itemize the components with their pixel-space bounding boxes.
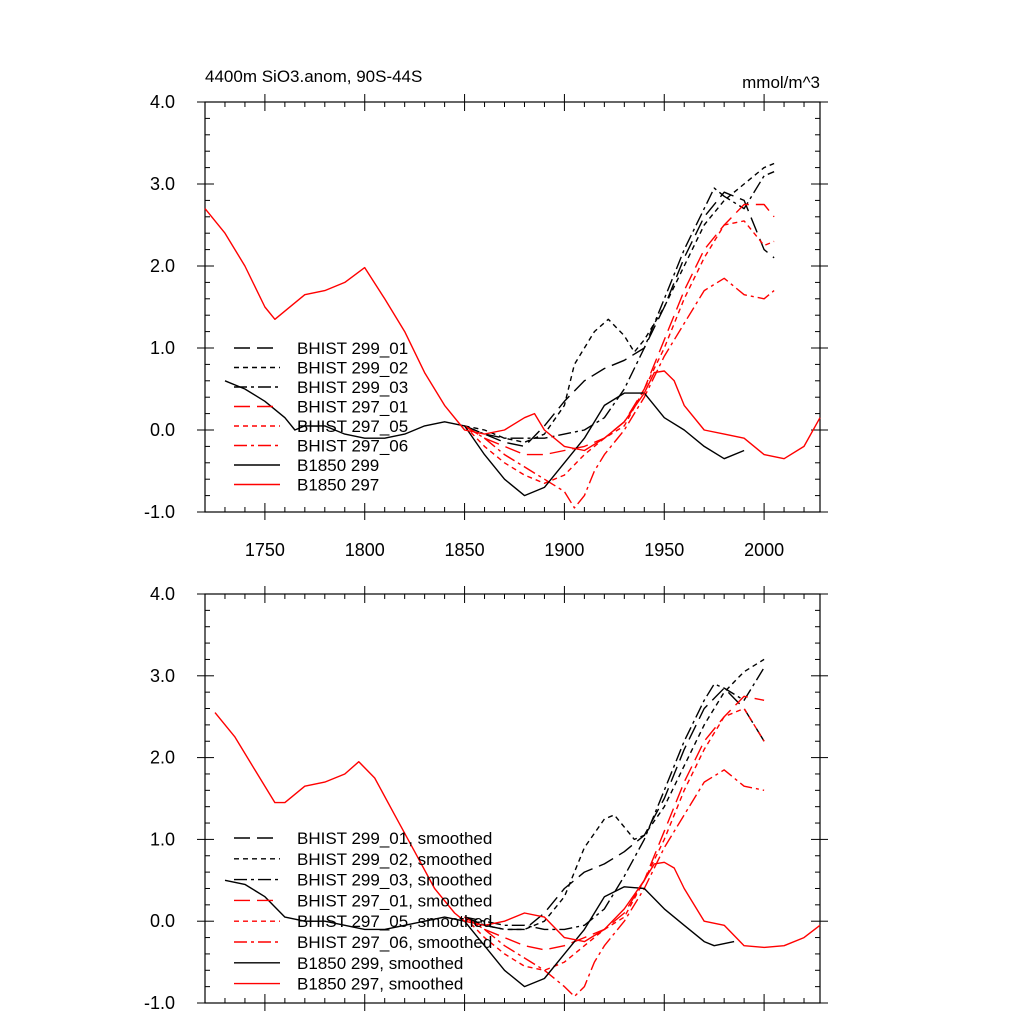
plot-frame <box>204 593 821 1004</box>
y-tick-label: 2.0 <box>150 748 175 768</box>
units-label: mmol/m^3 <box>742 73 820 92</box>
series-line-bhist-297-06-smoothed <box>464 769 765 998</box>
legend-label: B1850 299, smoothed <box>297 954 463 973</box>
legend-label: B1850 299 <box>297 456 379 475</box>
x-tick-label: 2000 <box>744 540 784 560</box>
legend-label: B1850 297 <box>297 476 379 495</box>
legend-label: BHIST 299_02 <box>297 359 408 378</box>
series-line-bhist-297-05 <box>464 220 775 484</box>
y-tick-label: -1.0 <box>144 502 175 522</box>
legend-label: BHIST 299_02, smoothed <box>297 850 492 869</box>
x-tick-label: 1950 <box>644 540 684 560</box>
series-line-bhist-299-01-smoothed <box>464 687 765 931</box>
legend-label: BHIST 297_01 <box>297 398 408 417</box>
y-tick-label: 0.0 <box>150 420 175 440</box>
y-tick-label: 0.0 <box>150 911 175 931</box>
series-line-bhist-299-01 <box>464 191 775 448</box>
series-line-bhist-297-06 <box>464 277 775 509</box>
series-line-bhist-297-01-smoothed <box>464 695 765 951</box>
top-panel: 1750 1800 1850 1900 1950 2000 -1.0 0.0 1.0 2.0 3.0… <box>144 92 828 560</box>
legend-label: BHIST 299_01, smoothed <box>297 829 492 848</box>
series-line-b1850-297 <box>204 208 821 460</box>
y-tick-label: 4.0 <box>150 92 175 112</box>
y-tick-label: 1.0 <box>150 829 175 849</box>
legend-label: BHIST 297_05 <box>297 417 408 436</box>
x-tick-label: 1750 <box>245 540 285 560</box>
series-line-bhist-297-01 <box>464 203 775 456</box>
y-tick-label: 4.0 <box>150 584 175 604</box>
y-tick-label: 1.0 <box>150 338 175 358</box>
series-line-bhist-299-02 <box>464 162 775 443</box>
bottom-panel: -1.0 0.0 1.0 2.0 3.0 4.0 BHIST 299_01, smoothe… <box>144 584 828 1013</box>
y-tick-label: 3.0 <box>150 174 175 194</box>
series-line-bhist-299-03-smoothed <box>464 667 765 931</box>
legend-label: BHIST 297_01, smoothed <box>297 891 492 910</box>
series-line-b1850-299-smoothed <box>224 879 735 988</box>
legend-label: BHIST 299_03 <box>297 378 408 397</box>
series-line-bhist-297-05-smoothed <box>464 707 765 971</box>
legend-label: BHIST 299_03, smoothed <box>297 871 492 890</box>
chart-title: 4400m SiO3.anom, 90S-44S <box>205 67 422 86</box>
legend-label: B1850 297, smoothed <box>297 975 463 994</box>
legend-label: BHIST 297_05, smoothed <box>297 912 492 931</box>
legend-label: BHIST 297_06, smoothed <box>297 933 492 952</box>
series-line-bhist-299-02-smoothed <box>464 658 765 931</box>
plot-frame <box>204 101 821 513</box>
x-tick-label: 1850 <box>445 540 485 560</box>
legend-label: BHIST 299_01 <box>297 339 408 358</box>
y-tick-label: 3.0 <box>150 666 175 686</box>
series-line-bhist-299-03 <box>464 171 775 439</box>
legend-label: BHIST 297_06 <box>297 437 408 456</box>
x-tick-label: 1900 <box>544 540 584 560</box>
y-tick-label: -1.0 <box>144 993 175 1013</box>
x-tick-label: 1800 <box>345 540 385 560</box>
series-line-b1850-297-smoothed <box>214 712 821 949</box>
y-tick-label: 2.0 <box>150 256 175 276</box>
series-line-b1850-299 <box>224 380 745 497</box>
